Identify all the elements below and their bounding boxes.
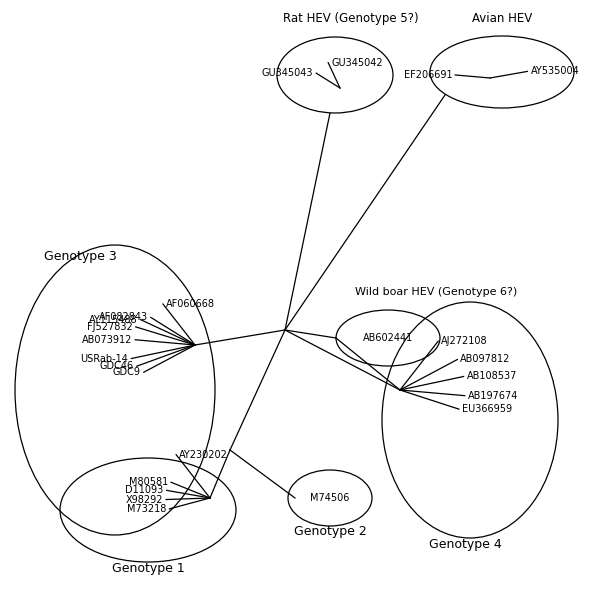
Text: X98292: X98292	[125, 495, 163, 504]
Text: M74506: M74506	[310, 493, 350, 503]
Text: EU366959: EU366959	[462, 404, 512, 414]
Text: AY535004: AY535004	[530, 66, 579, 76]
Text: GU345043: GU345043	[262, 68, 313, 78]
Text: AB197674: AB197674	[468, 391, 518, 401]
Text: M80581: M80581	[129, 477, 168, 487]
Text: Rat HEV (Genotype 5?): Rat HEV (Genotype 5?)	[283, 12, 419, 25]
Text: AF082843: AF082843	[99, 313, 148, 323]
Text: D11093: D11093	[125, 486, 164, 495]
Text: Genotype 3: Genotype 3	[44, 250, 116, 263]
Text: Genotype 4: Genotype 4	[428, 538, 502, 551]
Text: AB108537: AB108537	[467, 371, 517, 382]
Text: Genotype 1: Genotype 1	[112, 562, 184, 575]
Text: M73218: M73218	[127, 504, 166, 514]
Text: AY230202: AY230202	[179, 450, 228, 460]
Text: AB602441: AB602441	[363, 333, 413, 343]
Text: Genotype 2: Genotype 2	[293, 525, 367, 538]
Text: AF060668: AF060668	[166, 299, 215, 309]
Text: Avian HEV: Avian HEV	[472, 12, 532, 25]
Text: AB073912: AB073912	[82, 335, 132, 345]
Text: GDC9: GDC9	[113, 367, 141, 377]
Text: USRab-14: USRab-14	[80, 353, 128, 364]
Text: AB097812: AB097812	[460, 355, 511, 364]
Text: GDC46: GDC46	[100, 361, 134, 371]
Text: GU345042: GU345042	[331, 58, 383, 68]
Text: FJ527832: FJ527832	[87, 322, 133, 332]
Text: AJ272108: AJ272108	[441, 336, 488, 346]
Text: EF206691: EF206691	[404, 70, 452, 80]
Text: AY115488: AY115488	[89, 315, 137, 325]
Text: Wild boar HEV (Genotype 6?): Wild boar HEV (Genotype 6?)	[355, 287, 517, 297]
